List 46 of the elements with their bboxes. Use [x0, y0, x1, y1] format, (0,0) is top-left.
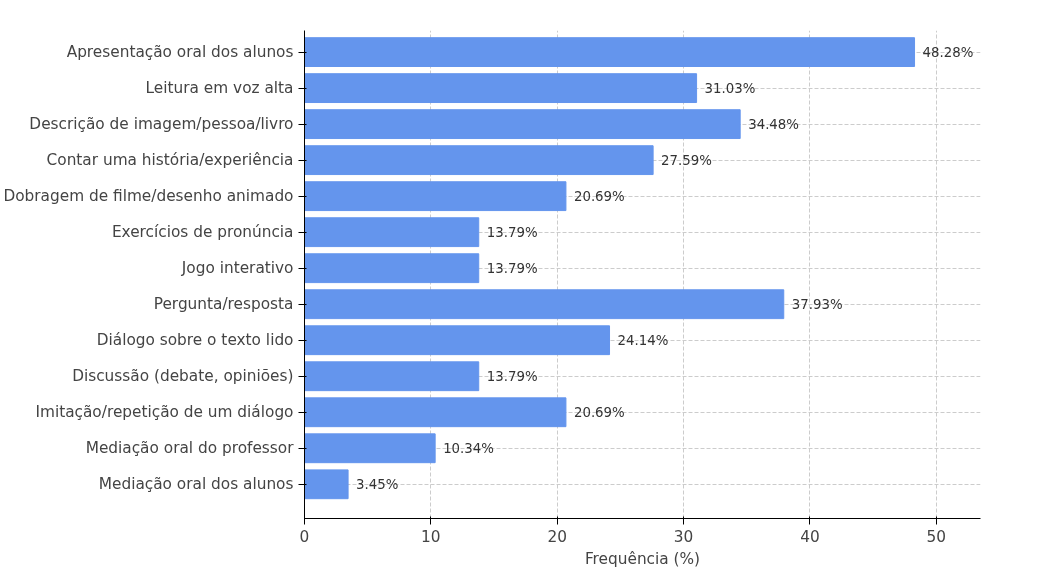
data-label: 34.48% [748, 116, 799, 132]
y-tick-label: Exercícios de pronúncia [111, 223, 294, 242]
bar [304, 469, 349, 500]
data-label: 27.59% [661, 152, 712, 168]
data-label: 31.03% [704, 80, 756, 96]
y-tick-label: Apresentação oral dos alunos [66, 43, 294, 62]
y-tick-label: Pergunta/resposta [153, 295, 294, 314]
bar [304, 289, 785, 320]
y-tick-label: Jogo interativo [180, 259, 294, 278]
data-label: 24.14% [617, 332, 669, 348]
y-tick-label: Mediação oral do professor [85, 439, 295, 458]
x-axis-title: Frequência (%) [584, 549, 701, 568]
data-label: 13.79% [486, 260, 538, 276]
data-label: 10.34% [443, 440, 494, 456]
x-tick-label: 0 [299, 527, 310, 546]
bar [304, 397, 567, 428]
bar [304, 109, 741, 140]
x-tick-label: 30 [673, 527, 694, 546]
y-tick-label: Discussão (debate, opiniões) [72, 367, 294, 386]
x-tick-label: 50 [926, 527, 947, 546]
bar [304, 145, 654, 176]
bar [304, 325, 611, 356]
data-label: 37.93% [791, 296, 843, 312]
data-label: 20.69% [573, 188, 625, 204]
bar [304, 253, 480, 284]
y-tick-label: Leitura em voz alta [145, 79, 294, 98]
y-tick-label: Contar uma história/experiência [46, 151, 294, 170]
bar [304, 37, 916, 68]
bar [304, 361, 480, 392]
y-tick-label: Imitação/repetição de um diálogo [35, 403, 294, 422]
x-tick-label: 40 [800, 527, 820, 546]
data-label: 13.79% [486, 368, 538, 384]
bar [304, 217, 480, 248]
y-tick-label: Mediação oral dos alunos [98, 475, 294, 494]
y-tick-label: Dobragem de filme/desenho animado [3, 187, 294, 206]
x-tick-label: 10 [421, 527, 441, 546]
x-tick-label: 20 [547, 527, 567, 546]
y-tick-label: Descrição de imagem/pessoa/livro [29, 115, 294, 134]
data-label: 20.69% [573, 404, 625, 420]
bar [304, 181, 567, 212]
data-label: 48.28% [922, 44, 974, 60]
data-label: 13.79% [486, 224, 538, 240]
bar [304, 433, 436, 464]
data-label: 3.45% [356, 476, 399, 492]
bar [304, 73, 698, 104]
y-tick-label: Diálogo sobre o texto lido [96, 331, 294, 350]
